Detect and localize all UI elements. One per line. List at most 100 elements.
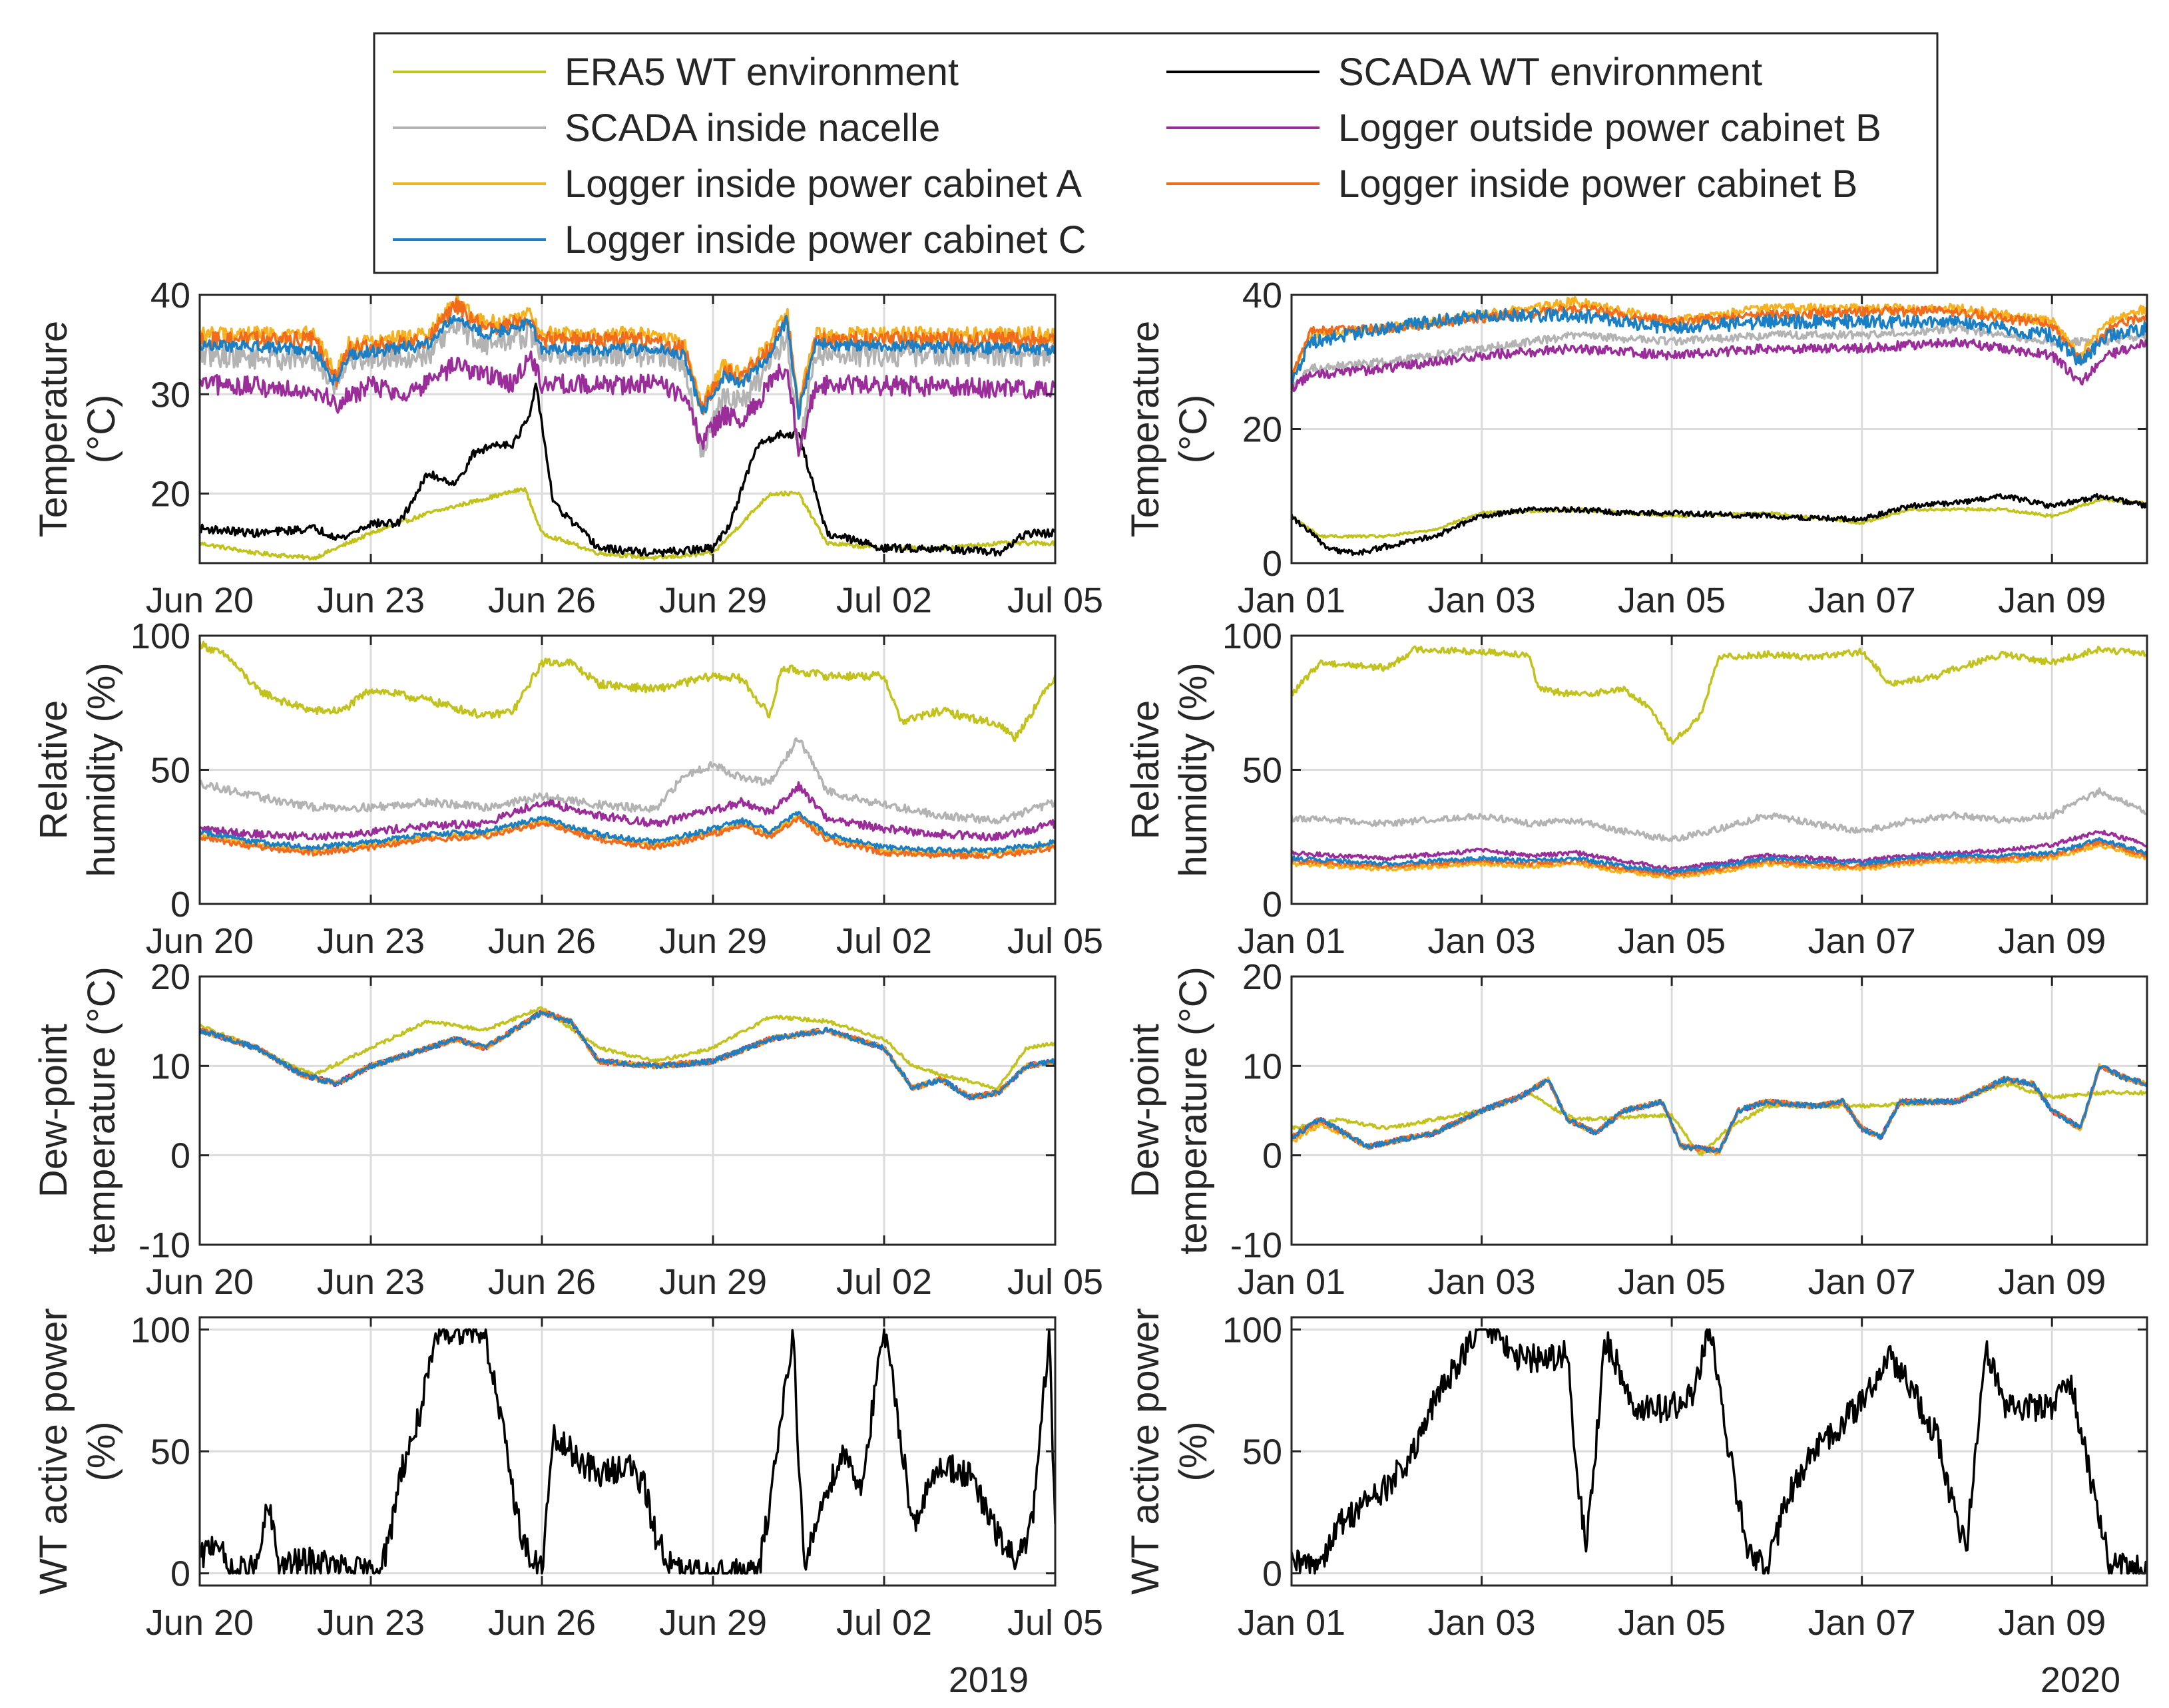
x-tick-label: Jan 01 xyxy=(1238,580,1345,620)
y-tick-label: 10 xyxy=(1242,1046,1282,1086)
x-tick-label: Jul 02 xyxy=(836,921,932,961)
y-tick-label: 0 xyxy=(170,1554,190,1594)
y-tick-label: 20 xyxy=(1242,410,1282,450)
x-tick-label: Jun 29 xyxy=(659,1603,767,1643)
x-tick-label: Jun 23 xyxy=(317,921,425,961)
series-group xyxy=(200,1006,1055,1101)
y-axis-label-line: (°C) xyxy=(80,395,123,464)
axes-box xyxy=(198,975,1057,1246)
series-line-logger-inside-power-cabinet-b xyxy=(200,815,1055,860)
series-line-logger-inside-power-cabinet-b xyxy=(1292,304,2147,375)
legend-entry-logger-outside-power-cabinet-b-label: Logger outside power cabinet B xyxy=(1338,107,1881,150)
y-tick-label: 100 xyxy=(130,1310,190,1350)
x-tick-label: Jun 23 xyxy=(317,1603,425,1643)
series-line-logger-inside-power-cabinet-c xyxy=(1292,1065,2147,1154)
x-tick-label: Jan 09 xyxy=(1998,921,2106,961)
panel-left-dewpoint: Jun 20 Jun 23 Jun 26 Jun 29 Jul 02 Jul 05 -10 0… xyxy=(32,957,1103,1302)
series-line-era5-wt-environment xyxy=(1292,645,2147,745)
y-tick-label: 100 xyxy=(1222,1310,1282,1350)
x-tick-label: Jul 02 xyxy=(836,1603,932,1643)
series-line-era5-wt-environment xyxy=(200,487,1055,561)
year-label: 2020 xyxy=(2041,1660,2120,1700)
x-tick-label: Jan 09 xyxy=(1998,580,2106,620)
legend: ERA5 WT environment SCADA WT environment S… xyxy=(373,32,1939,274)
x-tick-label: Jan 05 xyxy=(1618,1603,1726,1643)
y-axis-label: Relative humidity (%) xyxy=(32,662,123,877)
y-tick-label: 0 xyxy=(1262,544,1282,584)
y-axis-label: WT active power (%) xyxy=(1124,1308,1215,1595)
series-line-era5-wt-environment xyxy=(200,640,1055,742)
y-tick-label: 20 xyxy=(150,957,190,997)
panel-right-humidity: Jan 01 Jan 03 Jan 05 Jan 07 Jan 09050100Rela… xyxy=(1124,616,2148,961)
y-axis-label-line: temperature (°C) xyxy=(1172,966,1215,1255)
series-group xyxy=(1292,645,2147,881)
y-axis-label-line: Relative xyxy=(1124,700,1167,840)
y-axis-label-line: Temperature xyxy=(1124,321,1167,538)
x-tick-label: Jul 05 xyxy=(1007,580,1103,620)
y-axis-label-line: (°C) xyxy=(1172,395,1215,464)
series-group xyxy=(1292,1328,2147,1575)
x-tick-label: Jun 29 xyxy=(659,1262,767,1302)
x-tick-label: Jun 26 xyxy=(488,921,596,961)
series-line-era5-wt-environment xyxy=(200,1006,1055,1091)
x-tick-label: Jun 29 xyxy=(659,580,767,620)
y-axis-label-line: (%) xyxy=(1172,1421,1215,1481)
legend-entry-logger-inside-power-cabinet-a-label: Logger inside power cabinet A xyxy=(565,162,1082,206)
series-line-logger-outside-power-cabinet-b xyxy=(1292,829,2147,872)
y-axis-label: Dew-point temperature (°C) xyxy=(1124,966,1215,1255)
y-tick-label: 0 xyxy=(1262,1136,1282,1176)
y-tick-label: -10 xyxy=(138,1225,190,1265)
x-tick-label: Jun 20 xyxy=(146,1262,254,1302)
series-line-wt-active-power xyxy=(200,1328,1055,1575)
panel-left-power: Jun 20 Jun 23 Jun 26 Jun 29 Jul 02 Jul 05 0 50 1… xyxy=(32,1308,1103,1700)
y-tick-label: 30 xyxy=(150,375,190,415)
x-tick-label: Jul 02 xyxy=(836,1262,932,1302)
y-axis-label-line: Dew-point xyxy=(32,1024,75,1197)
series-line-logger-inside-power-cabinet-c xyxy=(1292,837,2147,875)
series-line-logger-inside-power-cabinet-c xyxy=(200,811,1055,855)
y-axis-label: Temperature (°C) xyxy=(32,321,123,538)
x-tick-label: Jan 03 xyxy=(1427,580,1535,620)
legend-entry-logger-inside-power-cabinet-b-label: Logger inside power cabinet B xyxy=(1338,162,1857,206)
x-tick-label: Jun 26 xyxy=(488,1262,596,1302)
y-tick-label: -10 xyxy=(1230,1225,1282,1265)
x-tick-label: Jun 26 xyxy=(488,580,596,620)
x-tick-label: Jun 20 xyxy=(146,1603,254,1643)
series-group xyxy=(200,640,1055,860)
x-tick-label: Jan 07 xyxy=(1808,1603,1916,1643)
y-tick-label: 100 xyxy=(1222,616,1282,656)
y-tick-label: 50 xyxy=(150,1432,190,1472)
y-axis-label-line: Relative xyxy=(32,700,75,840)
y-tick-label: 40 xyxy=(1242,276,1282,316)
axes-box xyxy=(198,294,1057,564)
x-tick-label: Jan 05 xyxy=(1618,921,1726,961)
panel-right-temperature: Jan 01 Jan 03 Jan 05 Jan 07 Jan 09 0 20 40 Tempe… xyxy=(1124,276,2148,620)
x-tick-label: Jul 05 xyxy=(1007,1603,1103,1643)
series-line-scada-wt-environment xyxy=(1292,493,2147,556)
x-tick-label: Jan 05 xyxy=(1618,580,1726,620)
x-tick-label: Jan 09 xyxy=(1998,1603,2106,1643)
x-tick-label: Jan 03 xyxy=(1427,1603,1535,1643)
y-axis-label-line: humidity (%) xyxy=(80,662,123,877)
legend-entry-scada-wt-environment-label: SCADA WT environment xyxy=(1338,51,1762,94)
y-tick-label: 0 xyxy=(1262,1554,1282,1594)
series-line-scada-inside-nacelle xyxy=(1292,787,2147,842)
x-tick-label: Jan 03 xyxy=(1427,1262,1535,1302)
series-line-logger-inside-power-cabinet-c xyxy=(1292,307,2147,384)
series-line-wt-active-power xyxy=(1292,1328,2147,1575)
y-axis-label-line: WT active power xyxy=(1124,1308,1167,1595)
x-tick-label: Jan 01 xyxy=(1238,1603,1345,1643)
y-tick-label: 100 xyxy=(130,616,190,656)
panel-left-humidity: Jun 20 Jun 23 Jun 26 Jun 29 Jul 02 Jul 05 0 50 1… xyxy=(32,616,1103,961)
y-axis-label-line: humidity (%) xyxy=(1172,662,1215,877)
series-group xyxy=(200,295,1055,561)
y-tick-label: 0 xyxy=(170,885,190,925)
y-axis-label-line: WT active power xyxy=(32,1308,75,1595)
series-line-logger-inside-power-cabinet-c xyxy=(200,1010,1055,1101)
y-tick-label: 40 xyxy=(150,276,190,316)
x-tick-label: Jan 07 xyxy=(1808,1262,1916,1302)
series-line-scada-wt-environment xyxy=(200,382,1055,558)
